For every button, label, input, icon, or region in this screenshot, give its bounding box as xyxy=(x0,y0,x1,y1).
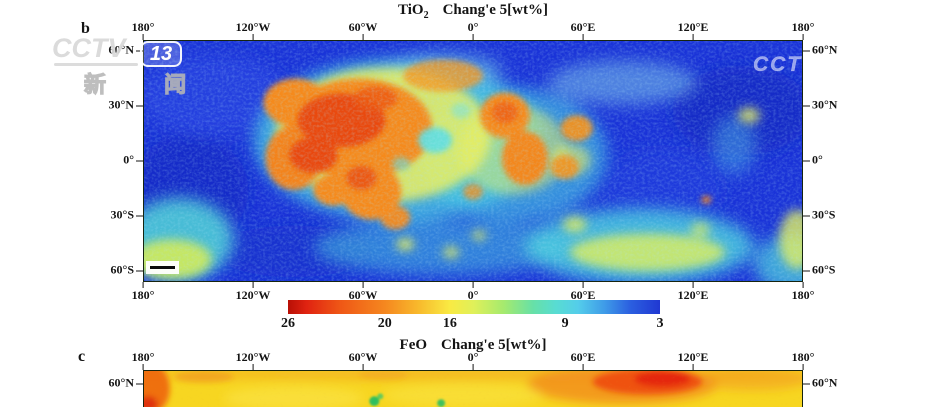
feo-top-longitude-axis: 180° 120°W 60°W 0° 60°E 120°E 180° xyxy=(132,350,814,370)
latitude-tick-label: 0° xyxy=(803,152,823,167)
tio2-abundance-map xyxy=(143,40,803,282)
tio2-title-rest: Chang'e 5[wt%] xyxy=(442,2,548,18)
tio2-colorbar-labels: 26 20 16 9 3 xyxy=(281,316,664,334)
longitude-tick-label: 120°W xyxy=(235,350,271,370)
feo-map-title: FeO Chang'e 5[wt%] xyxy=(143,337,803,356)
longitude-tick-label: 180° xyxy=(131,350,155,370)
latitude-tick-label: 30°S xyxy=(802,207,836,222)
latitude-tick-label: 60°N xyxy=(802,42,838,57)
feo-abundance-map xyxy=(143,370,803,407)
longitude-tick-label: 60°E xyxy=(571,282,595,302)
latitude-tick-label: 60°S xyxy=(110,262,144,277)
panel-c-label: c xyxy=(78,348,86,365)
longitude-tick-label: 120°W xyxy=(236,282,270,302)
longitude-tick-label: 180° xyxy=(132,282,154,302)
panel-b-label: b xyxy=(81,20,90,37)
longitude-tick-label: 60°W xyxy=(348,350,378,370)
colorbar-value-label: 3 xyxy=(656,316,664,331)
cctv-channel-number-badge: 13 xyxy=(140,41,182,67)
cctv-news-subtitle: 新 闻 xyxy=(83,71,213,97)
latitude-tick-label: 60°N xyxy=(108,375,144,390)
longitude-tick-label: 120°W xyxy=(235,20,271,40)
latitude-tick-label: 60°N xyxy=(802,375,838,390)
longitude-tick-label: 60°E xyxy=(570,20,596,40)
longitude-tick-label: 60°E xyxy=(570,350,596,370)
longitude-tick-label: 0° xyxy=(467,350,479,370)
longitude-tick-label: 0° xyxy=(468,282,478,302)
tio2-right-latitude-axis: 60°N 30°N 0° 30°S 60°S xyxy=(802,40,870,282)
latitude-tick-label: 0° xyxy=(123,152,143,167)
longitude-tick-label: 60°W xyxy=(349,282,377,302)
tio2-left-latitude-axis: 60°N 30°N 0° 30°S 60°S xyxy=(83,40,144,282)
feo-right-latitude-axis: 60°N xyxy=(802,370,870,407)
latitude-tick-label: 60°S xyxy=(802,262,836,277)
colorbar-value-label: 20 xyxy=(377,316,392,331)
tio2-formula-subscript: 2 xyxy=(423,10,429,21)
longitude-tick-label: 60°W xyxy=(348,20,378,40)
latitude-tick-label: 30°N xyxy=(802,97,838,112)
cctv-logo-underline xyxy=(54,63,138,66)
latitude-tick-label: 30°N xyxy=(108,97,144,112)
colorbar-value-label: 16 xyxy=(442,316,457,331)
longitude-tick-label: 120°E xyxy=(677,350,709,370)
map-scale-bar-line xyxy=(150,266,175,269)
feo-map-art xyxy=(144,371,802,407)
colorbar-value-label: 9 xyxy=(561,316,569,331)
longitude-tick-label: 0° xyxy=(467,20,479,40)
tio2-bottom-longitude-axis: 180° 120°W 60°W 0° 60°E 120°E 180° xyxy=(132,282,814,303)
longitude-tick-label: 120°E xyxy=(677,20,709,40)
longitude-tick-label: 180° xyxy=(791,20,815,40)
latitude-tick-label: 30°S xyxy=(110,207,144,222)
feo-formula: FeO xyxy=(399,337,428,353)
feo-left-latitude-axis: 60°N xyxy=(83,370,144,407)
cctv-corner-watermark: CCT xyxy=(753,53,803,77)
tio2-top-longitude-axis: 180° 120°W 60°W 0° 60°E 120°E 180° xyxy=(132,20,814,40)
longitude-tick-label: 180° xyxy=(792,282,814,302)
map-scale-bar xyxy=(146,261,179,274)
tio2-map-art xyxy=(144,41,802,281)
cctv-wordmark: CCTV xyxy=(52,33,126,63)
longitude-tick-label: 180° xyxy=(791,350,815,370)
colorbar-value-label: 26 xyxy=(281,316,295,331)
tio2-formula: TiO xyxy=(398,2,424,18)
longitude-tick-label: 120°E xyxy=(678,282,708,302)
tio2-map-title: TiO2 Chang'e 5[wt%] xyxy=(143,2,803,21)
tio2-colorbar xyxy=(288,300,660,314)
feo-title-rest: Chang'e 5[wt%] xyxy=(441,337,547,353)
longitude-tick-label: 180° xyxy=(131,20,155,40)
